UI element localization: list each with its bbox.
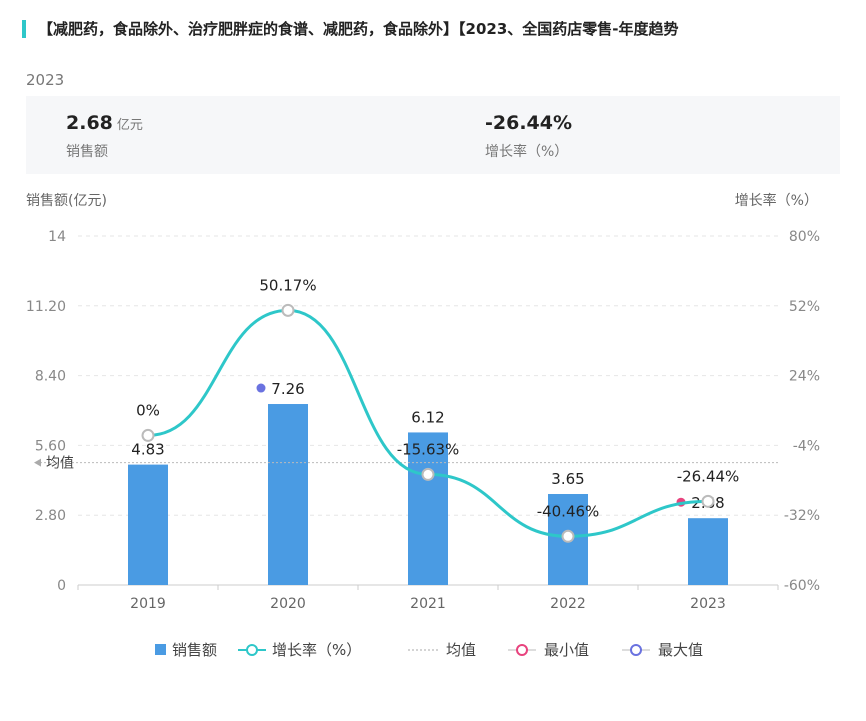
legend-label: 增长率（%） <box>272 641 361 659</box>
growth-value: -26.44% <box>485 112 573 134</box>
bar-value-label: 6.12 <box>411 408 444 426</box>
max-marker <box>256 383 266 393</box>
bar-value-label: 7.26 <box>271 380 304 398</box>
growth-value-label: 0% <box>136 401 160 419</box>
legend-min-marker <box>516 644 528 656</box>
sales-label: 销售额 <box>66 144 108 160</box>
bar <box>548 494 588 585</box>
growth-point <box>141 428 155 442</box>
bar <box>688 518 728 585</box>
sales-unit: 亿元 <box>116 118 143 133</box>
chart-title: 【减肥药，食品除外、治疗肥胖症的食谱、减肥药，食品除外】【2023、全国药店零售… <box>38 20 679 38</box>
growth-line <box>147 308 709 538</box>
y-left-axis-title: 销售额(亿元) <box>26 193 107 209</box>
growth-point <box>421 467 435 481</box>
summary-panel: 2.68 亿元 销售额 -26.44% 增长率（%） <box>26 96 840 174</box>
y-right-tick-label: 52% <box>789 299 820 315</box>
sales-metric: 2.68 亿元 销售额 <box>66 112 143 161</box>
legend-label: 均值 <box>446 641 476 659</box>
bar-value-label: 2.68 <box>691 494 724 512</box>
x-tick-label: 2022 <box>550 596 586 612</box>
y-left-tick-label: 8.40 <box>35 369 66 385</box>
y-right-tick-label: 80% <box>789 229 820 245</box>
bar-value-label: 4.83 <box>131 441 164 459</box>
growth-value-label: -40.46% <box>537 502 600 520</box>
growth-value-label: -15.63% <box>397 440 460 458</box>
y-right-tick-label: -4% <box>793 438 820 454</box>
bar <box>408 432 448 585</box>
legend-label: 销售额 <box>172 641 217 659</box>
growth-value-label: 50.17% <box>259 276 316 294</box>
legend-bar-swatch <box>155 644 166 655</box>
legend-line-marker <box>246 644 258 656</box>
growth-label: 增长率（%） <box>485 144 569 160</box>
title-accent-bar <box>22 19 26 38</box>
y-right-tick-label: -60% <box>784 578 820 594</box>
y-right-tick-label: 24% <box>789 369 820 385</box>
x-tick-label: 2020 <box>270 596 306 612</box>
growth-point <box>701 494 715 508</box>
growth-value-label: -26.44% <box>677 467 740 485</box>
chart-title-bar: 【减肥药，食品除外、治疗肥胖症的食谱、减肥药，食品除外】【2023、全国药店零售… <box>22 18 678 39</box>
y-left-tick-label: 0 <box>57 578 66 594</box>
legend-max-marker <box>630 644 642 656</box>
legend-label: 最小值 <box>544 641 589 659</box>
bar <box>128 464 168 585</box>
y-left-tick-label: 2.80 <box>35 508 66 524</box>
y-left-tick-label: 11.20 <box>26 299 66 315</box>
y-left-tick-label: 14 <box>48 229 66 245</box>
x-tick-label: 2023 <box>690 596 726 612</box>
y-left-tick-label: 5.60 <box>35 438 66 454</box>
min-marker <box>676 497 686 507</box>
sales-value: 2.68 <box>66 112 113 134</box>
bar-value-label: 3.65 <box>551 470 584 488</box>
average-arrow-icon <box>34 458 41 467</box>
bar <box>268 404 308 585</box>
average-label: 均值 <box>46 456 74 472</box>
legend-label: 最大值 <box>658 641 703 659</box>
y-right-axis-title: 增长率（%） <box>735 192 818 209</box>
y-right-tick-label: -32% <box>784 508 820 524</box>
growth-point <box>561 529 575 543</box>
growth-point <box>281 303 295 317</box>
growth-metric: -26.44% 增长率（%） <box>485 112 572 161</box>
x-tick-label: 2019 <box>130 596 166 612</box>
x-tick-label: 2021 <box>410 596 446 612</box>
year-label: 2023 <box>26 71 65 89</box>
